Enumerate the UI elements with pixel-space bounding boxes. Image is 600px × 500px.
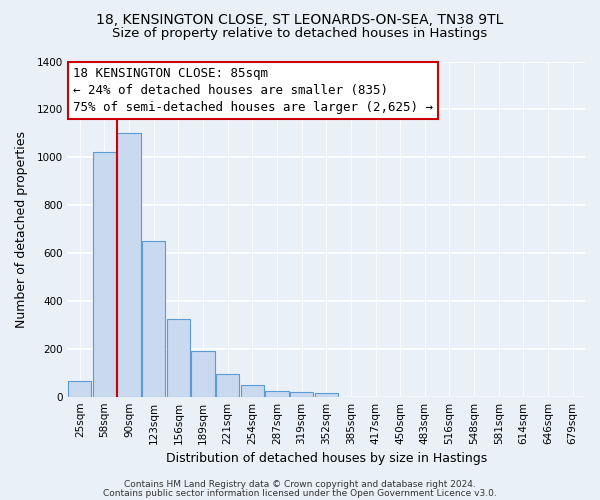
Y-axis label: Number of detached properties: Number of detached properties <box>15 130 28 328</box>
Bar <box>142 241 166 396</box>
Bar <box>167 319 190 396</box>
Text: 18 KENSINGTON CLOSE: 85sqm
← 24% of detached houses are smaller (835)
75% of sem: 18 KENSINGTON CLOSE: 85sqm ← 24% of deta… <box>73 66 433 114</box>
Bar <box>118 134 141 396</box>
X-axis label: Distribution of detached houses by size in Hastings: Distribution of detached houses by size … <box>166 452 487 465</box>
Bar <box>191 351 215 397</box>
Text: Contains HM Land Registry data © Crown copyright and database right 2024.: Contains HM Land Registry data © Crown c… <box>124 480 476 489</box>
Bar <box>265 390 289 396</box>
Bar <box>241 384 264 396</box>
Bar <box>93 152 116 396</box>
Bar <box>290 392 313 396</box>
Text: Size of property relative to detached houses in Hastings: Size of property relative to detached ho… <box>112 28 488 40</box>
Bar <box>68 381 91 396</box>
Text: 18, KENSINGTON CLOSE, ST LEONARDS-ON-SEA, TN38 9TL: 18, KENSINGTON CLOSE, ST LEONARDS-ON-SEA… <box>97 12 503 26</box>
Bar <box>314 393 338 396</box>
Bar <box>216 374 239 396</box>
Text: Contains public sector information licensed under the Open Government Licence v3: Contains public sector information licen… <box>103 488 497 498</box>
